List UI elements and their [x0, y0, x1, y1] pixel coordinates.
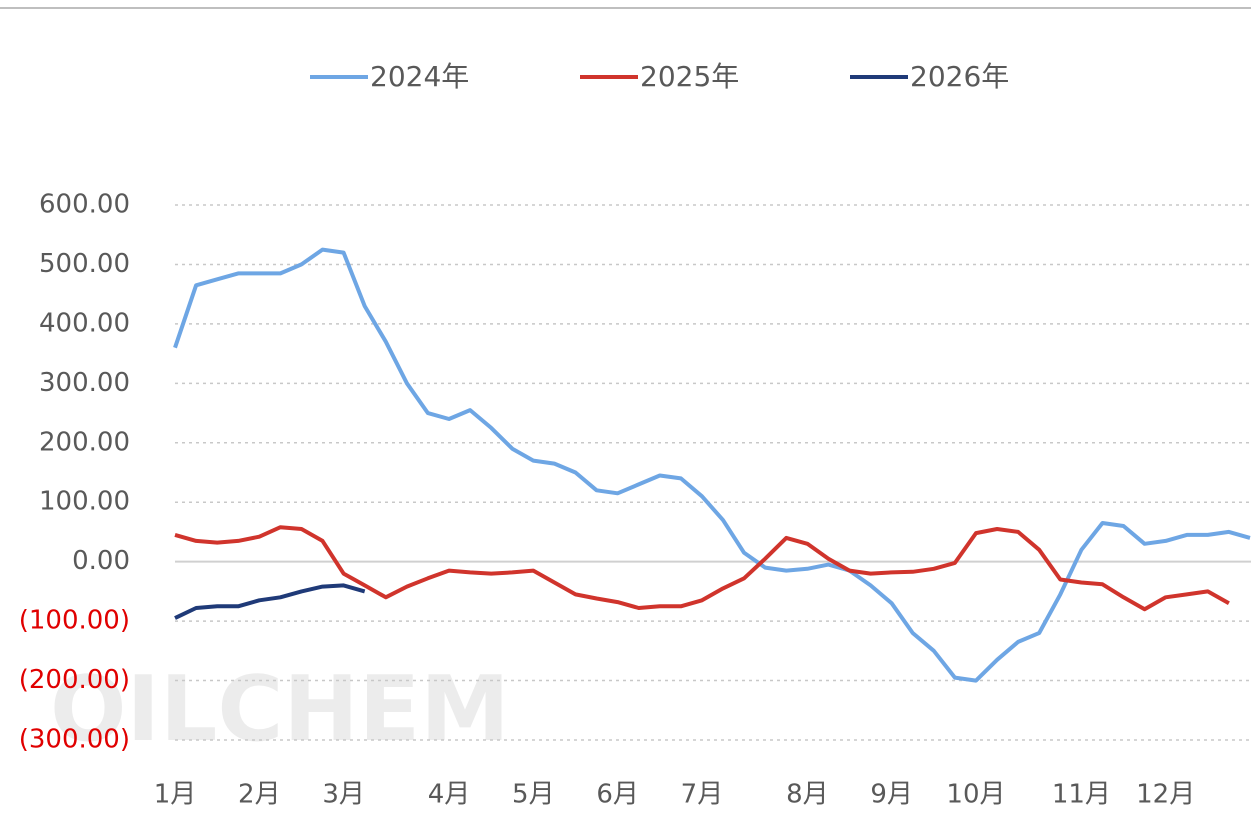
x-tick-label: 4月 — [428, 780, 471, 810]
x-tick-label: 2月 — [238, 780, 281, 810]
y-tick-label: (200.00) — [19, 665, 130, 695]
y-tick-label: 600.00 — [39, 190, 130, 220]
y-tick-label: 400.00 — [39, 308, 130, 338]
series-line — [174, 525, 1230, 612]
x-tick-label: 10月 — [946, 780, 1005, 810]
y-tick-label: 100.00 — [39, 487, 130, 517]
legend-label: 2024年 — [370, 60, 469, 93]
x-tick-label: 6月 — [596, 780, 639, 810]
y-tick-label: 500.00 — [39, 249, 130, 279]
y-tick-label: 300.00 — [39, 368, 130, 398]
series-line — [174, 583, 366, 620]
x-tick-label: 12月 — [1136, 780, 1195, 810]
x-tick-label: 1月 — [154, 780, 197, 810]
x-tick-label: 11月 — [1052, 780, 1111, 810]
legend-label: 2025年 — [640, 60, 739, 93]
y-tick-label: 200.00 — [39, 427, 130, 457]
y-tick-label: (300.00) — [19, 725, 130, 755]
y-tick-label: (100.00) — [19, 606, 130, 636]
x-tick-label: 3月 — [322, 780, 365, 810]
series-line — [173, 247, 1251, 683]
x-tick-label: 7月 — [681, 780, 724, 810]
watermark: OILCHEM — [50, 657, 510, 762]
x-tick-label: 8月 — [786, 780, 829, 810]
x-tick-label: 5月 — [512, 780, 555, 810]
x-tick-label: 9月 — [870, 780, 913, 810]
legend-label: 2026年 — [910, 60, 1009, 93]
y-tick-label: 0.00 — [72, 546, 130, 576]
